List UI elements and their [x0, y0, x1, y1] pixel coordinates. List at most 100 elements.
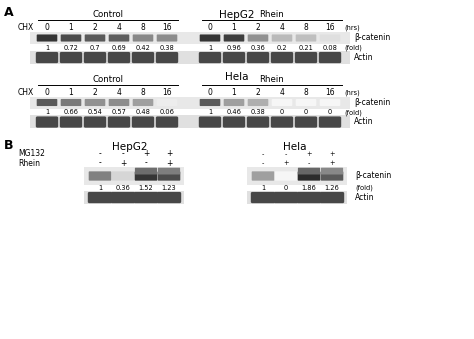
Bar	[85, 52, 105, 62]
Bar	[89, 169, 111, 183]
Text: A: A	[4, 6, 14, 19]
Bar	[61, 33, 81, 43]
Text: 2: 2	[255, 23, 260, 33]
FancyBboxPatch shape	[296, 99, 316, 106]
FancyBboxPatch shape	[224, 99, 244, 106]
Bar	[61, 116, 81, 127]
Bar	[84, 191, 184, 203]
FancyBboxPatch shape	[295, 52, 317, 63]
Text: Rhein: Rhein	[260, 75, 284, 83]
FancyBboxPatch shape	[272, 99, 292, 106]
Text: 16: 16	[325, 23, 335, 33]
Bar	[112, 169, 134, 183]
Bar	[296, 33, 316, 43]
FancyBboxPatch shape	[132, 116, 154, 128]
Text: +: +	[143, 149, 149, 159]
Bar	[109, 98, 129, 107]
Bar	[85, 33, 105, 43]
Text: (hrs): (hrs)	[344, 89, 360, 96]
Text: 1.26: 1.26	[325, 185, 339, 191]
FancyBboxPatch shape	[85, 99, 105, 106]
Bar	[89, 192, 111, 202]
Text: 16: 16	[325, 88, 335, 97]
Bar	[298, 169, 320, 183]
Text: 0.48: 0.48	[136, 109, 150, 116]
FancyBboxPatch shape	[135, 171, 157, 181]
Text: β-catenin: β-catenin	[354, 34, 390, 42]
Text: 0.69: 0.69	[111, 45, 127, 51]
FancyBboxPatch shape	[296, 35, 316, 42]
Text: +: +	[329, 160, 335, 166]
Bar	[320, 33, 340, 43]
Bar	[157, 98, 177, 107]
FancyBboxPatch shape	[36, 116, 58, 128]
Bar	[200, 33, 220, 43]
Bar	[252, 192, 274, 202]
Text: +: +	[120, 159, 126, 167]
Text: 8: 8	[304, 23, 309, 33]
Text: 1: 1	[208, 109, 212, 116]
Bar	[296, 98, 316, 107]
Bar	[275, 192, 297, 202]
Text: 1.23: 1.23	[162, 185, 176, 191]
Bar	[252, 169, 274, 183]
FancyBboxPatch shape	[223, 116, 245, 128]
FancyBboxPatch shape	[319, 99, 340, 106]
Bar	[157, 52, 177, 62]
Text: 1: 1	[45, 45, 49, 51]
FancyBboxPatch shape	[108, 116, 130, 128]
Text: Actin: Actin	[355, 193, 374, 201]
Text: Actin: Actin	[354, 117, 374, 126]
FancyBboxPatch shape	[319, 116, 341, 128]
Text: 0.08: 0.08	[323, 45, 337, 51]
Text: 4: 4	[280, 23, 284, 33]
Bar	[30, 51, 350, 63]
FancyBboxPatch shape	[89, 171, 111, 181]
Text: HepG2: HepG2	[112, 142, 148, 152]
Text: 0.42: 0.42	[136, 45, 150, 51]
FancyBboxPatch shape	[295, 116, 317, 128]
Bar	[85, 98, 105, 107]
Text: 0.2: 0.2	[277, 45, 287, 51]
Text: 0: 0	[45, 88, 49, 97]
Text: 1: 1	[232, 23, 237, 33]
Text: 0: 0	[280, 109, 284, 116]
FancyBboxPatch shape	[112, 171, 134, 181]
FancyBboxPatch shape	[297, 192, 321, 203]
Bar	[298, 192, 320, 202]
Text: 8: 8	[141, 23, 146, 33]
Text: 0: 0	[45, 23, 49, 33]
FancyBboxPatch shape	[88, 192, 112, 203]
Text: Hela: Hela	[283, 142, 307, 152]
Text: Hela: Hela	[225, 73, 249, 82]
Text: 2: 2	[92, 88, 97, 97]
Text: -: -	[99, 159, 101, 167]
Text: 0.96: 0.96	[227, 45, 241, 51]
Bar	[321, 192, 343, 202]
Bar	[200, 116, 220, 127]
Text: 4: 4	[117, 88, 121, 97]
Bar	[200, 98, 220, 107]
Bar	[272, 52, 292, 62]
Text: 0.7: 0.7	[90, 45, 100, 51]
Text: (hrs): (hrs)	[344, 25, 360, 31]
FancyBboxPatch shape	[157, 35, 177, 42]
Bar	[37, 52, 57, 62]
Bar	[320, 52, 340, 62]
Bar	[247, 167, 347, 185]
Text: Control: Control	[92, 75, 124, 83]
Text: 8: 8	[304, 88, 309, 97]
FancyBboxPatch shape	[274, 192, 298, 203]
Text: -: -	[99, 149, 101, 159]
Bar	[321, 169, 343, 183]
FancyBboxPatch shape	[271, 52, 293, 63]
Text: 0: 0	[304, 109, 308, 116]
Bar	[157, 116, 177, 127]
Text: 2: 2	[92, 23, 97, 33]
Bar	[320, 116, 340, 127]
Bar	[109, 52, 129, 62]
FancyBboxPatch shape	[252, 171, 274, 181]
FancyBboxPatch shape	[158, 171, 180, 181]
Text: 0.36: 0.36	[251, 45, 265, 51]
Bar	[224, 116, 244, 127]
